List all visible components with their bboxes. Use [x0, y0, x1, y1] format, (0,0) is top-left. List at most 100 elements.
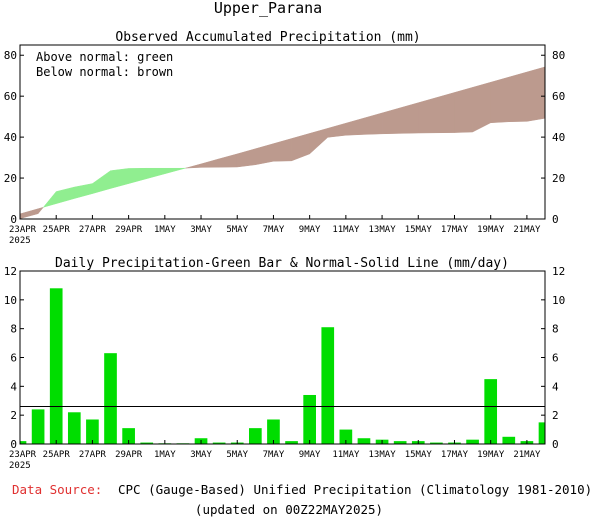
- daily-precip-bar: [67, 412, 81, 444]
- anomaly-area-segment: [37, 206, 45, 215]
- x-tick-label: 7MAY: [263, 225, 285, 235]
- daily-precip-bar: [122, 428, 135, 444]
- x-tick-label: 27APR: [79, 225, 107, 235]
- anomaly-area-segment: [182, 167, 186, 170]
- anomaly-area-segment: [146, 167, 166, 179]
- daily-precip-bar: [104, 353, 117, 444]
- daily-precip-bar: [249, 428, 262, 444]
- anomaly-area-segment: [185, 163, 202, 169]
- x-tick-label: 19MAY: [477, 225, 505, 235]
- anomaly-area-segment: [291, 133, 310, 162]
- anomaly-area-segment: [381, 107, 401, 135]
- daily-precip-bar: [31, 409, 45, 444]
- anomaly-area-segment: [110, 168, 129, 189]
- daily-precip-bar: [393, 441, 407, 444]
- y-tick-label-left: 4: [10, 380, 17, 393]
- x-tick-label: 9MAY: [299, 450, 321, 460]
- data-source-label: Data Source:: [12, 482, 102, 497]
- x-tick-label: 23APR: [9, 225, 37, 235]
- y-tick-label-right: 40: [552, 131, 565, 144]
- x-tick-label: 7MAY: [263, 450, 285, 460]
- anomaly-area-segment: [42, 190, 57, 208]
- anomaly-area-segment: [418, 97, 437, 134]
- x-tick-label: 23APR: [9, 450, 37, 460]
- daily-precip-bar: [303, 394, 316, 444]
- daily-precip-bar: [285, 441, 298, 444]
- below-normal-note: Below normal: brown: [36, 65, 173, 79]
- top-panel-frame: [19, 44, 546, 220]
- anomaly-area-segment: [472, 81, 491, 133]
- accumulated-precip-plot: [19, 66, 546, 219]
- anomaly-area-segment: [236, 148, 256, 168]
- x-tick-label: 21MAY: [513, 450, 541, 460]
- anomaly-area-segment: [164, 167, 184, 175]
- x-tick-label: 11MAY: [332, 450, 360, 460]
- x-tick-label: 13MAY: [369, 225, 397, 235]
- anomaly-area-segment: [345, 117, 365, 136]
- daily-precip-bar: [321, 327, 335, 444]
- y-tick-label-right: 0: [552, 213, 559, 226]
- daily-precip-bar: [267, 419, 280, 444]
- anomaly-area-segment: [200, 158, 220, 168]
- x-tick-label: 5MAY: [226, 450, 248, 460]
- y-tick-label-right: 2: [552, 409, 559, 422]
- daily-precip-bar: [484, 379, 498, 444]
- anomaly-area-segment: [508, 71, 528, 123]
- data-source-text: CPC (Gauge-Based) Unified Precipitation …: [118, 482, 590, 497]
- y-tick-label-right: 0: [552, 438, 559, 451]
- anomaly-area-segment: [327, 122, 347, 138]
- anomaly-area-segment: [128, 167, 147, 184]
- x-tick-label: 9MAY: [299, 225, 321, 235]
- daily-precip-bar: [502, 436, 516, 444]
- daily-precip-bar: [357, 438, 371, 444]
- daily-precip-bar: [339, 429, 353, 444]
- x-tick-label: 17MAY: [441, 225, 469, 235]
- y-tick-label-left: 0: [10, 213, 17, 226]
- x-tick-label: 27APR: [79, 450, 107, 460]
- y-tick-label-left: 2: [10, 409, 17, 422]
- daily-precip-bar: [86, 419, 99, 444]
- y-tick-label-left: 6: [10, 352, 17, 365]
- x-tick-label: 25APR: [43, 450, 71, 460]
- y-tick-label-left: 8: [10, 323, 17, 336]
- x-tick-label: 29APR: [115, 225, 143, 235]
- y-tick-label-left: 80: [4, 49, 17, 62]
- anomaly-area-segment: [436, 92, 455, 134]
- y-tick-label-right: 4: [552, 380, 559, 393]
- chart-title: Upper_Parana: [214, 0, 322, 17]
- y-tick-label-left: 40: [4, 131, 17, 144]
- y-tick-label-right: 8: [552, 323, 559, 336]
- x-tick-label: 15MAY: [405, 225, 433, 235]
- daily-precip-bar: [538, 422, 545, 444]
- y-tick-label-left: 10: [4, 294, 17, 307]
- x-tick-label: 3MAY: [190, 225, 212, 235]
- anomaly-area-segment: [19, 208, 39, 219]
- y-tick-label-left: 0: [10, 438, 17, 451]
- bottom-panel-frame: [19, 270, 546, 445]
- x-tick-label: 5MAY: [226, 225, 248, 235]
- anomaly-area-segment: [399, 102, 419, 134]
- anomaly-area-segment: [273, 138, 292, 162]
- x-tick-label: 21MAY: [513, 225, 541, 235]
- above-normal-note: Above normal: green: [36, 50, 173, 64]
- x-tick-label: 17MAY: [441, 450, 469, 460]
- x-tick-label: 15MAY: [405, 450, 433, 460]
- y-tick-label-right: 12: [552, 265, 565, 278]
- axes: 0 0 20 20 40 40 60 60 80 80 0 0 2 2 4 4 6 6 8 8 10 10 12 12 23AP…: [4, 49, 566, 471]
- y-tick-label-left: 20: [4, 172, 17, 185]
- daily-precip-bar: [466, 439, 479, 444]
- x-tick-label: 1MAY: [154, 225, 176, 235]
- x-year-label: 2025: [9, 461, 31, 471]
- anomaly-area-segment: [363, 112, 383, 135]
- x-tick-label: 19MAY: [477, 450, 505, 460]
- x-tick-label: 13MAY: [369, 450, 397, 460]
- x-tick-label: 25APR: [43, 225, 71, 235]
- anomaly-area-segment: [218, 153, 238, 168]
- daily-precip-plot: [20, 288, 545, 444]
- anomaly-area-segment: [255, 143, 274, 166]
- x-tick-label: 1MAY: [154, 450, 176, 460]
- x-year-label: 2025: [9, 236, 31, 246]
- daily-precip-bar: [430, 442, 443, 444]
- y-tick-label-left: 12: [4, 265, 17, 278]
